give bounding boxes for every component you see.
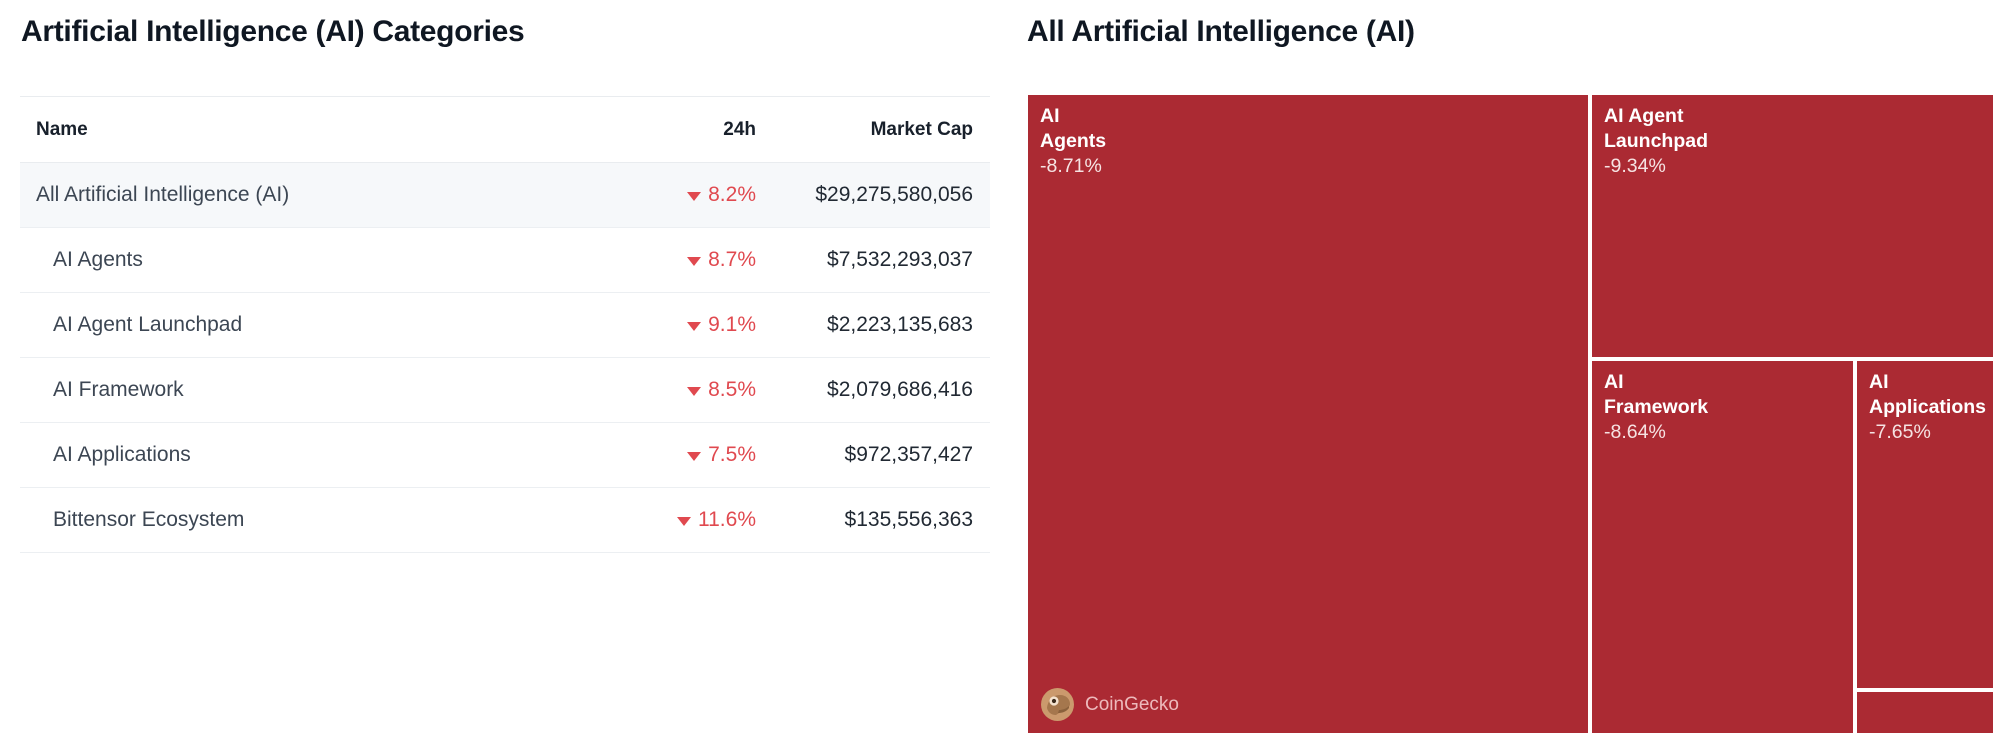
category-24h-change: 8.2%	[596, 183, 774, 207]
category-market-cap: $972,357,427	[844, 443, 973, 466]
change-value: 8.2%	[708, 183, 756, 206]
down-arrow-icon	[687, 387, 702, 396]
tile-change: -8.64%	[1604, 421, 1666, 443]
treemap-tile-ai-agent-launchpad[interactable]: AI Agent Launchpad -9.34%	[1592, 95, 1993, 357]
table-row-ai-agents[interactable]: AI Agents 8.7% $7,532,293,037	[20, 228, 990, 293]
category-market-cap: $2,079,686,416	[827, 378, 973, 401]
category-market-cap: $7,532,293,037	[827, 248, 973, 271]
category-24h-change: 11.6%	[596, 508, 774, 532]
treemap-tile-bittensor-ecosystem[interactable]	[1857, 692, 1993, 733]
watermark-label: CoinGecko	[1085, 693, 1179, 715]
category-name: AI Agent Launchpad	[53, 313, 243, 336]
category-name: AI Applications	[53, 443, 191, 466]
table-header: Name 24h Market Cap	[20, 97, 990, 163]
table-row-ai-applications[interactable]: AI Applications 7.5% $972,357,427	[20, 423, 990, 488]
category-name: All Artificial Intelligence (AI)	[36, 183, 290, 206]
table-row-all-ai[interactable]: All Artificial Intelligence (AI) 8.2% $2…	[20, 163, 990, 228]
category-24h-change: 9.1%	[596, 313, 774, 337]
category-24h-change: 8.5%	[596, 378, 774, 402]
categories-table: Name 24h Market Cap All Artificial Intel…	[20, 96, 990, 553]
category-24h-change: 7.5%	[596, 443, 774, 467]
treemap-title: All Artificial Intelligence (AI)	[1027, 15, 1415, 48]
change-value: 7.5%	[708, 443, 756, 466]
table-row-ai-agent-launchpad[interactable]: AI Agent Launchpad 9.1% $2,223,135,683	[20, 293, 990, 358]
column-header-market-cap: Market Cap	[870, 118, 973, 140]
category-market-cap: $135,556,363	[844, 508, 973, 531]
category-24h-change: 8.7%	[596, 248, 774, 272]
treemap-tile-ai-applications[interactable]: AI Applications -7.65%	[1857, 361, 1993, 688]
tile-label: AI Agent Launchpad	[1604, 105, 1709, 152]
category-market-cap: $29,275,580,056	[815, 183, 973, 206]
change-value: 11.6%	[698, 508, 756, 531]
category-name: AI Agents	[53, 248, 143, 271]
coingecko-logo-icon	[1041, 688, 1074, 721]
tile-label: AI Applications	[1869, 371, 1987, 418]
change-value: 8.7%	[708, 248, 756, 271]
tile-change: -7.65%	[1869, 421, 1931, 443]
tile-change: -8.71%	[1040, 155, 1102, 177]
column-header-name: Name	[36, 118, 88, 140]
down-arrow-icon	[687, 192, 702, 201]
change-value: 8.5%	[708, 378, 756, 401]
down-arrow-icon	[687, 322, 702, 331]
category-market-cap: $2,223,135,683	[827, 313, 973, 336]
category-name: AI Framework	[53, 378, 184, 401]
treemap: AI Agents -8.71% CoinGecko AI Agent Laun…	[1028, 95, 1993, 735]
down-arrow-icon	[677, 517, 691, 526]
categories-title: Artificial Intelligence (AI) Categories	[21, 15, 525, 48]
table-row-bittensor-ecosystem[interactable]: Bittensor Ecosystem 11.6% $135,556,363	[20, 488, 990, 553]
change-value: 9.1%	[708, 313, 756, 336]
tile-change: -9.34%	[1604, 155, 1666, 177]
coingecko-watermark: CoinGecko	[1041, 688, 1179, 721]
treemap-tile-ai-agents[interactable]: AI Agents -8.71% CoinGecko	[1028, 95, 1588, 733]
down-arrow-icon	[687, 452, 702, 461]
down-arrow-icon	[687, 257, 702, 266]
table-row-ai-framework[interactable]: AI Framework 8.5% $2,079,686,416	[20, 358, 990, 423]
category-name: Bittensor Ecosystem	[53, 508, 245, 531]
column-header-24h: 24h	[723, 118, 756, 140]
treemap-tile-ai-framework[interactable]: AI Framework -8.64%	[1592, 361, 1853, 733]
tile-label: AI Agents	[1040, 105, 1107, 152]
tile-label: AI Framework	[1604, 371, 1709, 418]
